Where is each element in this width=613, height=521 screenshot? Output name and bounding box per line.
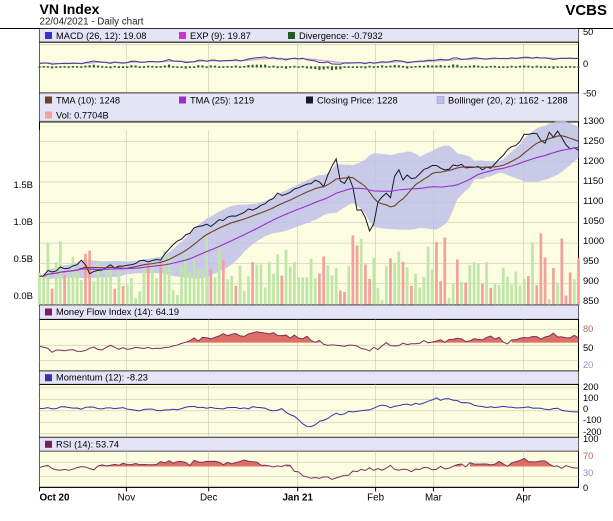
- svg-text:950: 950: [583, 256, 599, 267]
- svg-text:Closing Price: 1228: Closing Price: 1228: [317, 96, 398, 106]
- svg-text:Money Flow Index (14): 64.19: Money Flow Index (14): 64.19: [56, 307, 179, 317]
- svg-text:1150: 1150: [583, 176, 603, 187]
- svg-text:1200: 1200: [583, 156, 604, 167]
- svg-text:0: 0: [583, 483, 588, 493]
- svg-text:0.0B: 0.0B: [13, 291, 33, 302]
- svg-text:100: 100: [583, 393, 599, 403]
- svg-text:20: 20: [583, 360, 593, 370]
- svg-text:Bollinger (20, 2): 1162 - 1288: Bollinger (20, 2): 1162 - 1288: [448, 96, 568, 106]
- svg-text:70: 70: [583, 451, 593, 461]
- svg-text:1250: 1250: [583, 136, 604, 147]
- svg-text:900: 900: [583, 276, 599, 287]
- svg-text:1.5B: 1.5B: [13, 180, 33, 191]
- svg-text:EXP (9): 19.87: EXP (9): 19.87: [190, 31, 251, 41]
- svg-text:50: 50: [583, 343, 593, 353]
- svg-text:1300: 1300: [583, 116, 604, 127]
- svg-text:Vol: 0.7704B: Vol: 0.7704B: [56, 111, 109, 121]
- svg-text:0: 0: [583, 59, 588, 69]
- svg-text:80: 80: [583, 324, 593, 334]
- svg-text:TMA (25): 1219: TMA (25): 1219: [190, 96, 254, 106]
- svg-text:1.0B: 1.0B: [13, 217, 33, 228]
- svg-text:RSI (14): 53.74: RSI (14): 53.74: [56, 439, 119, 449]
- svg-text:Nov: Nov: [118, 493, 136, 504]
- svg-text:850: 850: [583, 296, 599, 307]
- svg-text:200: 200: [583, 382, 599, 392]
- svg-text:Feb: Feb: [367, 493, 384, 504]
- svg-text:Dec: Dec: [200, 493, 218, 504]
- svg-text:0.5B: 0.5B: [13, 254, 33, 265]
- svg-text:Mar: Mar: [425, 493, 443, 504]
- svg-text:1000: 1000: [583, 236, 604, 247]
- svg-text:-100: -100: [583, 415, 602, 425]
- svg-text:Jan 21: Jan 21: [282, 493, 313, 504]
- svg-text:Oct 20: Oct 20: [40, 493, 71, 504]
- svg-text:Apr: Apr: [516, 493, 532, 504]
- svg-text:1100: 1100: [583, 196, 603, 207]
- svg-text:22/04/2021 - Daily chart: 22/04/2021 - Daily chart: [40, 17, 144, 28]
- svg-text:30: 30: [583, 468, 593, 478]
- svg-text:Momentum (12): -8.23: Momentum (12): -8.23: [56, 373, 148, 383]
- svg-text:100: 100: [583, 434, 599, 444]
- svg-text:VN Index: VN Index: [40, 1, 100, 17]
- svg-text:TMA (10): 1248: TMA (10): 1248: [56, 96, 120, 106]
- svg-text:50: 50: [583, 27, 593, 37]
- svg-text:Divergence: -0.7932: Divergence: -0.7932: [299, 31, 383, 41]
- svg-text:MACD (26, 12): 19.08: MACD (26, 12): 19.08: [56, 31, 146, 41]
- svg-text:0: 0: [583, 404, 588, 414]
- svg-text:VCBS: VCBS: [565, 2, 607, 19]
- svg-text:1050: 1050: [583, 216, 604, 227]
- svg-text:-50: -50: [583, 89, 596, 99]
